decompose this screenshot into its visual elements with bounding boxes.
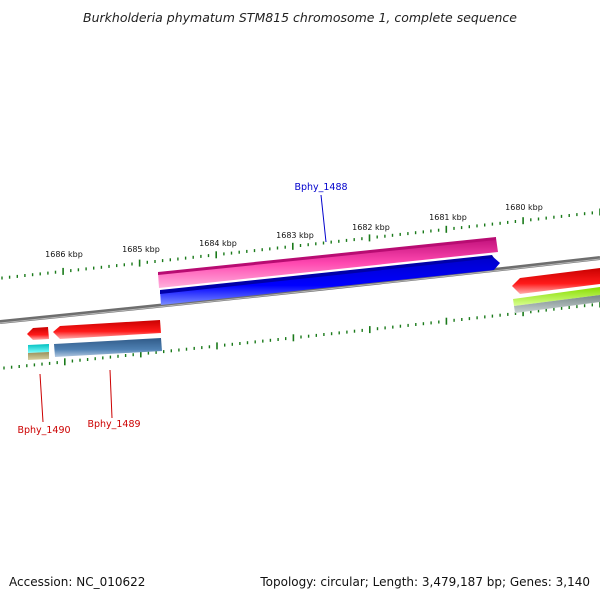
scale-labels: 1686 kbp 1685 kbp 1684 kbp 1683 kbp 1682… [45, 203, 543, 259]
gene-bphy-1490[interactable] [27, 327, 49, 340]
inner-scale-ticks [3, 300, 600, 370]
scale-label-1684: 1684 kbp [199, 239, 237, 248]
leader-bphy-1490 [39, 373, 44, 423]
gene-gray-right[interactable] [514, 295, 600, 313]
gene-red-right[interactable] [512, 268, 600, 294]
gene-olive-left[interactable] [28, 352, 49, 360]
scale-label-1685: 1685 kbp [122, 245, 160, 254]
gene-pink-forward[interactable] [158, 237, 498, 288]
map-title: Burkholderia phymatum STM815 chromosome … [83, 10, 517, 25]
gene-steel-left[interactable] [54, 338, 162, 357]
gene-bphy-1488[interactable] [160, 255, 500, 305]
sequence-summary: Topology: circular; Length: 3,479,187 bp… [259, 575, 590, 589]
accession-text: Accession: NC_010622 [9, 575, 145, 589]
scale-label-1680: 1680 kbp [505, 203, 543, 212]
leader-bphy-1488 [320, 194, 327, 243]
gene-label-bphy-1489[interactable]: Bphy_1489 [87, 419, 140, 430]
gene-lime-right[interactable] [513, 287, 600, 306]
scale-label-1682: 1682 kbp [352, 223, 390, 232]
gene-bphy-1489[interactable] [53, 320, 161, 339]
scale-label-1686: 1686 kbp [45, 250, 83, 259]
gene-label-bphy-1488[interactable]: Bphy_1488 [294, 182, 347, 193]
gene-label-bphy-1490[interactable]: Bphy_1490 [17, 425, 70, 436]
outer-scale-ticks [1, 208, 600, 280]
gene-cyan-left[interactable] [28, 344, 49, 353]
scale-label-1681: 1681 kbp [429, 213, 467, 222]
chromosome-backbone [0, 256, 600, 324]
leader-bphy-1489 [109, 369, 113, 419]
scale-label-1683: 1683 kbp [276, 231, 314, 240]
